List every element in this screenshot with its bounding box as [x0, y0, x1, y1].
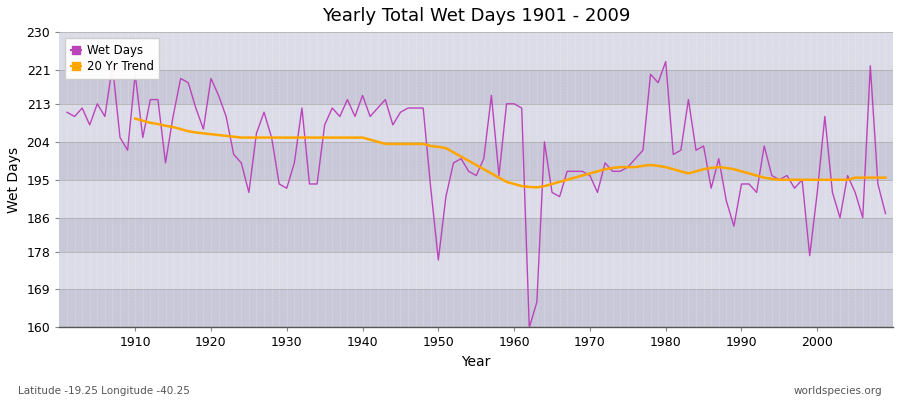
Bar: [59, 142, 893, 180]
20 Yr Trend: [304, 135, 315, 140]
20 Yr Trend: [827, 177, 838, 182]
Wet Days: [608, 169, 618, 174]
20 Yr Trend: [274, 135, 284, 140]
20 Yr Trend: [532, 185, 543, 190]
Bar: [59, 70, 893, 104]
Wet Days: [524, 325, 535, 330]
Y-axis label: Wet Days: Wet Days: [7, 147, 21, 213]
20 Yr Trend: [850, 175, 860, 180]
Wet Days: [122, 148, 133, 153]
Wet Days: [289, 160, 300, 165]
Legend: Wet Days, 20 Yr Trend: Wet Days, 20 Yr Trend: [66, 38, 159, 79]
Wet Days: [508, 101, 519, 106]
Wet Days: [501, 101, 512, 106]
Line: Wet Days: Wet Days: [67, 62, 886, 328]
20 Yr Trend: [130, 116, 140, 121]
Wet Days: [335, 114, 346, 119]
Wet Days: [661, 59, 671, 64]
Text: worldspecies.org: worldspecies.org: [794, 386, 882, 396]
Text: Latitude -19.25 Longitude -40.25: Latitude -19.25 Longitude -40.25: [18, 386, 190, 396]
Wet Days: [880, 211, 891, 216]
Bar: [59, 252, 893, 290]
Line: 20 Yr Trend: 20 Yr Trend: [135, 118, 886, 187]
Title: Yearly Total Wet Days 1901 - 2009: Yearly Total Wet Days 1901 - 2009: [322, 7, 630, 25]
Bar: [59, 290, 893, 328]
Bar: [59, 218, 893, 252]
20 Yr Trend: [880, 175, 891, 180]
X-axis label: Year: Year: [462, 355, 490, 369]
Bar: [59, 104, 893, 142]
Bar: [59, 180, 893, 218]
20 Yr Trend: [517, 184, 527, 188]
Bar: [59, 32, 893, 70]
20 Yr Trend: [584, 171, 595, 176]
Wet Days: [61, 110, 72, 115]
